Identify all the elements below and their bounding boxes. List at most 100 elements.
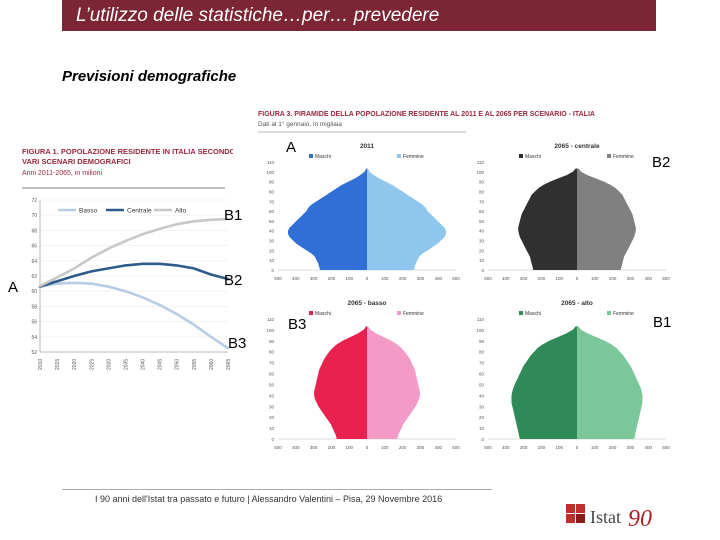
age-tick-label: 0 [481, 268, 484, 273]
age-tick-label: 10 [269, 258, 275, 263]
legend-swatch-maschi [519, 311, 523, 315]
age-tick-label: 70 [269, 199, 275, 204]
logo-square-4 [576, 514, 585, 523]
age-tick-label: 50 [269, 219, 275, 224]
pyramid-maschi-2065-basso [314, 326, 367, 439]
age-tick-label: 100 [266, 328, 274, 333]
age-tick-label: 110 [477, 160, 485, 165]
x-tick-label: 2025 [89, 359, 95, 370]
x-tick-label: 100 [345, 276, 353, 281]
series-line-basso [38, 281, 230, 350]
age-tick-label: 90 [269, 180, 275, 185]
pyramid-femmine-2065-alto [577, 326, 643, 439]
x-tick-label: 200 [609, 445, 617, 450]
x-tick-label: 2030 [106, 359, 112, 370]
label-b2-top: B2 [652, 154, 671, 171]
panel-title-2065-alto: 2065 - alto [561, 300, 593, 307]
age-tick-label: 40 [269, 393, 275, 398]
age-tick-label: 80 [269, 350, 275, 355]
x-tick-label: 300 [417, 445, 425, 450]
age-tick-label: 40 [479, 229, 485, 234]
age-tick-label: 30 [269, 239, 275, 244]
age-tick-label: 100 [476, 328, 484, 333]
page-title: L’utilizzo delle statistiche…per… preved… [76, 5, 440, 26]
x-tick-label: 2010 [38, 359, 44, 370]
x-tick-label: 200 [399, 445, 407, 450]
logo-square-2 [576, 504, 585, 513]
x-tick-label: 2060 [209, 359, 215, 370]
x-tick-label: 200 [538, 445, 546, 450]
logo-text: Istat [590, 507, 621, 527]
age-tick-label: 80 [479, 350, 485, 355]
logo-square-1 [566, 504, 575, 513]
x-tick-label: 400 [434, 276, 442, 281]
logo-number: 90 [628, 506, 652, 532]
x-tick-label: 300 [520, 276, 528, 281]
pyramid-title: FIGURA 3. PIRAMIDE DELLA POPOLAZIONE RES… [258, 111, 595, 118]
legend-label-alto: Alto [175, 208, 187, 215]
line-chart-plot: 52 54 56 58 60 62 64 66 68 70 72 2010 2015 2020 2025 20… [31, 198, 232, 370]
panel-title-2065-centrale: 2065 - centrale [554, 143, 600, 150]
age-tick-label: 80 [269, 189, 275, 194]
age-tick-label: 60 [479, 209, 485, 214]
age-tick-label: 40 [479, 393, 485, 398]
age-tick-label: 50 [479, 382, 485, 387]
pyramid-maschi-2065-alto [511, 326, 577, 439]
x-tick-label: 2015 [55, 359, 61, 370]
legend-label-basso: Basso [79, 208, 97, 215]
x-tick-label: 300 [310, 445, 318, 450]
age-tick-label: 70 [269, 361, 275, 366]
age-tick-label: 50 [479, 219, 485, 224]
x-tick-label: 500 [484, 276, 492, 281]
pyramid-subtitle: Dati al 1° gennaio, in migliaia [258, 120, 342, 128]
x-tick-label: 2040 [141, 359, 147, 370]
y-tick-label: 64 [31, 259, 37, 265]
y-tick-label: 56 [31, 320, 37, 326]
line-chart: FIGURA 1. POPOLAZIONE RESIDENTE IN ITALI… [22, 147, 233, 370]
x-tick-label: 2035 [123, 359, 129, 370]
age-tick-label: 20 [269, 415, 275, 420]
x-tick-label: 0 [366, 445, 369, 450]
age-tick-label: 30 [479, 404, 485, 409]
legend-swatch-maschi [309, 154, 313, 158]
x-tick-label: 200 [609, 276, 617, 281]
age-tick-label: 110 [477, 317, 485, 322]
x-tick-label: 300 [520, 445, 528, 450]
age-tick-label: 40 [269, 229, 275, 234]
line-chart-title-1: FIGURA 1. POPOLAZIONE RESIDENTE IN ITALI… [22, 147, 233, 156]
section-subtitle: Previsioni demografiche [62, 68, 237, 85]
x-tick-label: 500 [662, 445, 670, 450]
pyramid-femmine-2011 [367, 168, 446, 270]
pyramid-maschi-2065-centrale [518, 168, 577, 270]
x-tick-label: 2050 [175, 359, 181, 370]
legend-swatch-femmine [397, 154, 401, 158]
line-chart-title-2: VARI SCENARI DEMOGRAFICI [22, 157, 131, 166]
x-tick-label: 500 [484, 445, 492, 450]
x-tick-label: 0 [576, 276, 579, 281]
x-tick-label: 100 [381, 276, 389, 281]
legend-swatch-femmine [607, 311, 611, 315]
age-tick-label: 50 [269, 382, 275, 387]
age-tick-label: 30 [479, 239, 485, 244]
x-tick-label: 300 [627, 445, 635, 450]
legend-label-maschi: Maschi [315, 311, 331, 317]
x-tick-label: 300 [417, 276, 425, 281]
pyramid-figure: FIGURA 3. PIRAMIDE DELLA POPOLAZIONE RES… [258, 111, 670, 450]
label-b2-mid: B2 [224, 272, 243, 289]
x-tick-label: 100 [591, 445, 599, 450]
age-tick-label: 0 [271, 268, 274, 273]
y-tick-label: 62 [31, 274, 37, 280]
x-tick-label: 400 [292, 445, 300, 450]
age-tick-label: 90 [269, 339, 275, 344]
x-tick-label: 2020 [72, 359, 78, 370]
age-tick-label: 10 [479, 258, 485, 263]
age-tick-label: 70 [479, 361, 485, 366]
age-tick-label: 100 [476, 170, 484, 175]
age-tick-label: 0 [481, 437, 484, 442]
y-tick-label: 66 [31, 244, 37, 250]
series-line-alto [38, 217, 230, 288]
line-chart-subtitle: Anni 2011-2065, in milioni [22, 170, 102, 177]
x-tick-label: 100 [381, 445, 389, 450]
age-tick-label: 30 [269, 404, 275, 409]
